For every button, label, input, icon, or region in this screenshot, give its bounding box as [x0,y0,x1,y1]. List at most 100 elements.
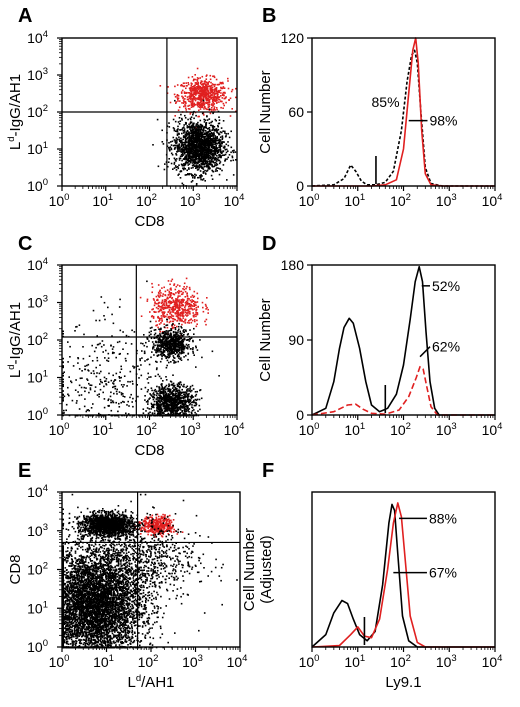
scatter-point [189,151,191,153]
x-tick-label: 101 [344,192,365,209]
scatter-point [113,385,115,388]
scatter-point [103,301,106,304]
scatter-point [215,102,218,104]
scatter-point [211,141,213,143]
scatter-point [179,386,181,388]
scatter-point [172,403,175,405]
scatter-point [187,312,190,314]
scatter-point [200,95,202,98]
scatter-point [162,352,165,354]
scatter-point [183,153,186,155]
scatter-point [207,130,210,133]
scatter-point [203,146,205,148]
scatter-point [187,162,189,164]
scatter-point [200,99,202,102]
scatter-point [74,389,77,391]
scatter-point [196,103,199,106]
scatter-point [156,344,159,346]
scatter-point [187,305,190,308]
scatter-point [165,331,167,334]
scatter-point [191,137,194,140]
scatter-point [173,390,175,392]
scatter-point [182,400,184,402]
scatter-point [193,354,195,356]
scatter-point [190,307,193,310]
scatter-point [162,306,164,309]
scatter-point [177,343,180,345]
scatter-point [206,297,208,299]
scatter-point [183,131,186,133]
scatter-point [192,126,194,129]
scatter-point [192,136,195,138]
scatter-point [196,169,199,171]
scatter-point [207,158,209,160]
scatter-point [183,286,185,288]
scatter-point [192,156,195,159]
scatter-point [171,335,173,338]
scatter-point [224,130,226,133]
scatter-point [173,389,175,391]
scatter-point [170,347,172,349]
scatter-point [168,317,171,320]
scatter-point [206,154,209,157]
scatter-point [133,367,135,369]
scatter-point [159,338,162,341]
scatter-point [120,365,122,368]
scatter-point [180,399,183,402]
scatter-point [191,152,193,155]
scatter-point [204,142,207,144]
scatter-point [126,353,129,355]
scatter-point [164,405,167,407]
scatter-point [175,160,177,162]
scatter-point [174,398,177,401]
scatter-point [164,407,166,410]
scatter-point [149,311,151,313]
scatter-point [87,363,90,366]
scatter-point [215,89,218,92]
scatter-point [210,121,212,124]
scatter-point [222,91,225,94]
scatter-point [163,323,165,325]
scatter-point [192,105,195,108]
scatter-point [214,118,217,121]
scatter-point [167,353,169,355]
scatter-point [213,145,216,148]
scatter-point [118,402,120,405]
scatter-point [197,88,200,90]
scatter-point [144,399,146,401]
scatter-point [99,388,102,391]
scatter-point [210,132,213,135]
scatter-point [199,119,202,122]
scatter-point [162,392,164,394]
scatter-point [196,67,199,70]
scatter-point [176,311,179,314]
scatter-point [185,174,188,176]
scatter-point [173,407,175,410]
scatter-point [171,278,174,281]
scatter-point [174,334,176,336]
scatter-point [184,314,187,316]
scatter-point [189,101,192,103]
scatter-point [170,289,172,291]
scatter-point [202,160,205,162]
scatter-point [187,160,190,163]
scatter-point [207,90,209,92]
scatter-point [182,167,184,170]
scatter-point [213,91,216,93]
scatter-point [190,98,192,101]
scatter-point [178,299,180,301]
scatter-point [214,153,217,156]
scatter-point [181,304,183,307]
scatter-point [175,409,178,412]
scatter-point [205,323,207,326]
scatter-point [156,334,159,337]
scatter-point [196,92,198,94]
scatter-point [203,105,206,108]
scatter-point [114,379,117,381]
scatter-point [196,80,199,82]
scatter-point [166,307,169,309]
scatter-point [204,153,207,156]
scatter-point [181,163,183,166]
scatter-point [189,390,192,393]
scatter-point [179,399,181,401]
